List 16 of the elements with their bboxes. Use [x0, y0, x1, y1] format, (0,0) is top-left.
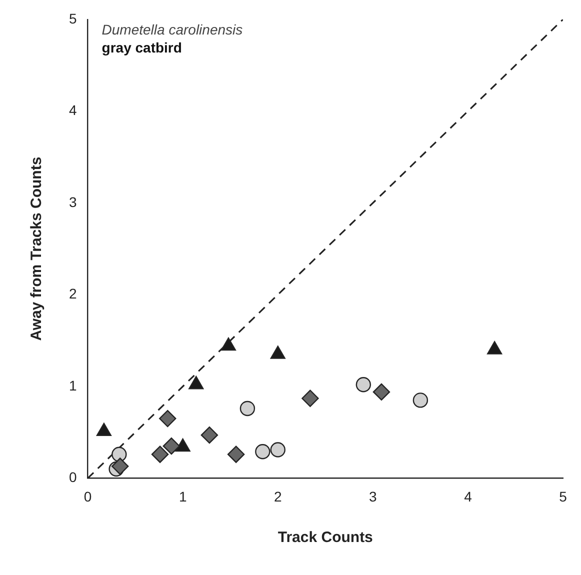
y-tick-label: 1	[68, 377, 77, 394]
y-tick-label: 3	[68, 194, 77, 210]
x-tick-label: 0	[84, 488, 92, 504]
y-tick-label: 2	[68, 286, 77, 302]
y-axis-title: Away from Tracks Counts	[28, 156, 46, 341]
x-tick-label: 1	[178, 488, 187, 504]
annotation: gray catbird	[102, 39, 182, 56]
x-tick-label: 3	[369, 488, 378, 504]
y-tick-label: 4	[68, 102, 77, 118]
y-tick-label: 5	[68, 10, 77, 26]
x-axis-title: Track Counts	[278, 529, 373, 546]
x-tick-label: 4	[464, 488, 472, 504]
y-tick-label: 0	[68, 469, 77, 486]
annotation: Dumetella carolinensis	[102, 21, 243, 38]
x-tick-label: 2	[274, 488, 282, 504]
x-tick-label: 5	[559, 488, 568, 504]
